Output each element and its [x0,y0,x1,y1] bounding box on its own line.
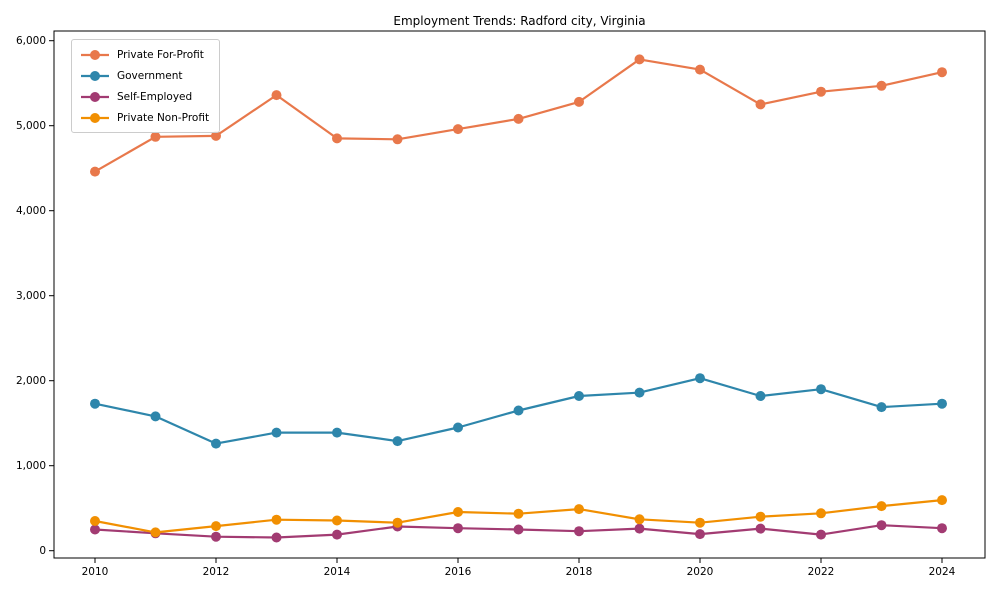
data-point-private-non-profit-2016 [453,507,463,517]
data-point-government-2022 [816,384,826,395]
data-point-private-non-profit-2014 [332,515,342,526]
data-point-self-employed-2013 [271,532,282,543]
chart-title: Employment Trends: Radford city, Virgini… [393,14,646,28]
y-tick-label: 1,000 [16,460,46,472]
legend-marker-private-for-profit [81,49,109,60]
x-tick-label: 2022 [808,566,835,578]
data-point-private-for-profit-2019 [634,54,645,65]
y-tick-label: 3,000 [16,290,46,302]
y-tick-label: 2,000 [16,375,46,387]
data-point-government-2021 [755,391,766,401]
data-point-private-for-profit-2012 [211,130,221,141]
data-point-private-non-profit-2020 [695,517,705,528]
data-point-government-2019 [634,387,645,398]
legend: Private For-Profit Government Self-Employe… [71,39,221,133]
data-point-private-non-profit-2017 [513,508,524,519]
data-point-private-for-profit-2022 [816,86,826,97]
data-point-private-for-profit-2017 [513,113,524,124]
data-point-government-2011 [150,411,161,422]
legend-label-government: Government [117,69,183,82]
data-point-government-2023 [876,402,887,413]
data-point-self-employed-2014 [332,529,342,540]
data-point-government-2017 [513,405,524,416]
data-point-government-2010 [90,398,100,409]
data-point-private-non-profit-2021 [755,511,766,522]
data-point-private-for-profit-2024 [937,67,947,78]
y-tick-label: 6,000 [16,35,46,47]
data-point-private-for-profit-2018 [574,96,584,107]
data-point-private-for-profit-2016 [453,124,463,135]
legend-marker-self-employed [81,91,109,102]
x-tick-label: 2012 [203,566,230,578]
data-point-self-employed-2020 [695,529,705,540]
y-tick-label: 5,000 [16,120,46,132]
data-point-private-non-profit-2012 [211,521,221,532]
data-point-private-non-profit-2024 [937,495,947,506]
data-point-self-employed-2012 [211,531,221,542]
legend-label-self-employed: Self-Employed [117,90,193,103]
data-point-private-non-profit-2010 [90,516,100,526]
x-tick-label: 2024 [929,566,956,578]
data-point-private-for-profit-2015 [392,134,403,145]
data-point-private-for-profit-2013 [271,90,282,101]
data-point-government-2016 [453,422,463,433]
data-point-government-2020 [695,373,705,384]
data-point-self-employed-2022 [816,529,826,540]
x-tick-label: 2010 [82,566,109,578]
data-point-self-employed-2017 [513,524,524,535]
data-point-private-for-profit-2020 [695,64,705,75]
data-point-private-non-profit-2022 [816,508,826,519]
legend-label-private-for-profit: Private For-Profit [117,48,204,61]
data-point-government-2014 [332,427,342,438]
data-point-self-employed-2016 [453,523,463,534]
data-point-private-non-profit-2015 [392,517,403,528]
data-point-government-2015 [392,436,403,447]
y-tick-label: 0 [39,545,46,557]
data-point-government-2012 [211,438,221,449]
data-point-private-for-profit-2010 [90,166,100,177]
x-tick-label: 2014 [324,566,351,578]
data-point-self-employed-2024 [937,523,947,534]
data-point-private-non-profit-2023 [876,501,887,512]
y-tick-label: 4,000 [16,205,46,217]
legend-label-private-non-profit: Private Non-Profit [117,111,210,124]
data-point-private-for-profit-2014 [332,133,342,144]
data-point-private-for-profit-2011 [150,131,161,142]
data-point-self-employed-2018 [574,526,584,537]
data-point-self-employed-2010 [90,524,100,535]
x-tick-label: 2020 [687,566,714,578]
legend-item-private-for-profit: Private For-Profit [80,46,209,63]
data-point-private-non-profit-2011 [150,527,161,538]
legend-item-government: Government [80,67,209,84]
data-point-private-for-profit-2021 [755,99,766,110]
legend-item-self-employed: Self-Employed [80,88,209,105]
data-point-private-non-profit-2018 [574,504,584,515]
data-point-private-non-profit-2019 [634,514,645,525]
x-tick-label: 2016 [445,566,472,578]
data-point-government-2013 [271,427,282,438]
data-point-government-2024 [937,398,947,409]
legend-marker-private-non-profit [81,112,109,123]
legend-item-private-non-profit: Private Non-Profit [80,109,209,126]
data-point-self-employed-2023 [876,520,887,531]
plot-frame [53,30,986,559]
data-point-private-non-profit-2013 [271,514,282,525]
data-point-self-employed-2019 [634,523,645,534]
data-point-private-for-profit-2023 [876,80,887,91]
data-point-self-employed-2021 [755,523,766,534]
x-tick-label: 2018 [566,566,593,578]
legend-marker-government [81,70,109,81]
data-point-government-2018 [574,391,584,401]
